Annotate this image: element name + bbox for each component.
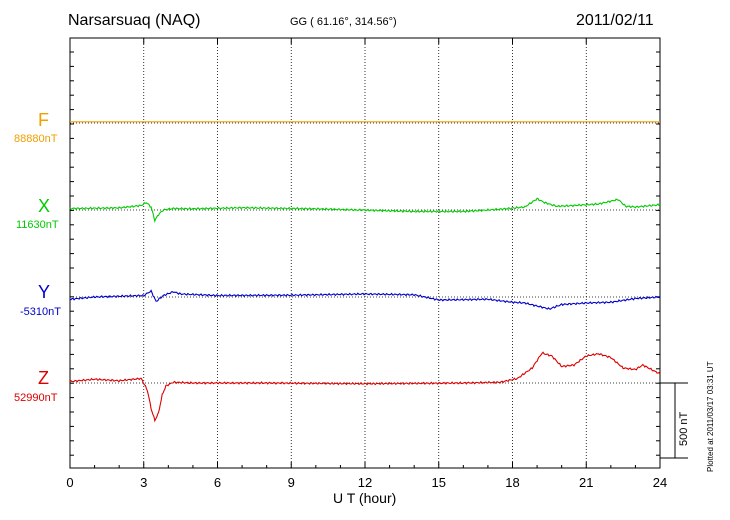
component-label-y: Y [38, 282, 51, 302]
baseline-label-y: -5310nT [20, 306, 61, 318]
x-tick-label-0: 0 [66, 475, 73, 490]
x-tick-label-24: 24 [653, 475, 667, 490]
trace-x [69, 197, 661, 223]
plotted-timestamp: Plotted at 2011/03/17 03:31 UT [706, 361, 715, 472]
coordinates-label: GG ( 61.16°, 314.56°) [290, 16, 397, 28]
baseline-label-x: 11630nT [16, 219, 59, 231]
x-tick-label-6: 6 [214, 475, 221, 490]
scale-bar-label: 500 nT [678, 411, 690, 446]
x-tick-label-12: 12 [358, 475, 372, 490]
x-axis-label: U T (hour) [333, 490, 397, 506]
trace-z [69, 351, 661, 423]
baseline-label-z: 52990nT [14, 392, 58, 404]
date-label: 2011/02/11 [576, 12, 654, 29]
station-title: Narsarsuaq (NAQ) [68, 12, 201, 29]
component-label-z: Z [38, 368, 49, 388]
x-tick-label-3: 3 [140, 475, 147, 490]
baseline-label-f: 88880nT [14, 133, 58, 145]
plot-frame [69, 37, 661, 469]
component-label-f: F [38, 110, 49, 130]
x-tick-label-21: 21 [579, 475, 593, 490]
component-label-x: X [38, 196, 51, 216]
x-tick-label-15: 15 [432, 475, 446, 490]
trace-y [69, 289, 661, 310]
x-tick-label-9: 9 [288, 475, 295, 490]
x-tick-label-18: 18 [505, 475, 519, 490]
